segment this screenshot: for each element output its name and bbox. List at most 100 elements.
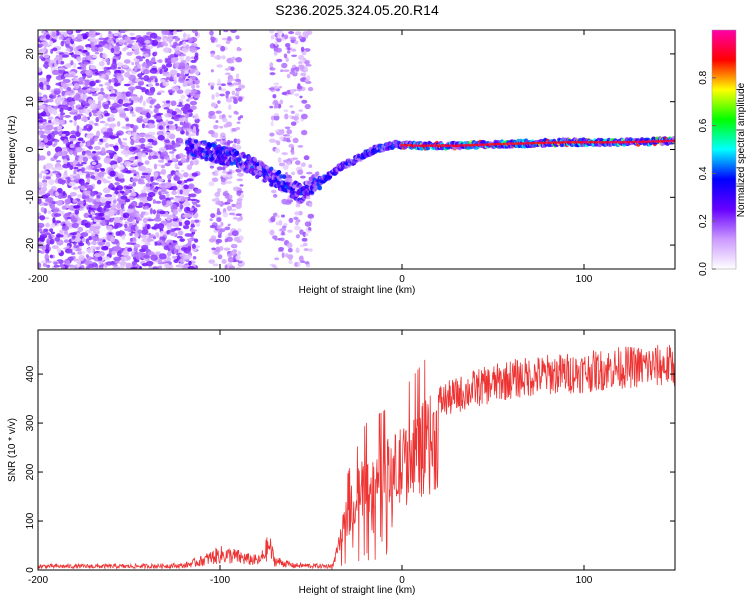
noise-speckle (90, 59, 94, 65)
noise-speckle (90, 104, 95, 110)
noise-speckle (167, 160, 173, 163)
noise-speckle (98, 114, 103, 120)
ridge-mark (307, 180, 312, 185)
noise-speckle (131, 44, 139, 50)
noise-speckle (215, 238, 223, 244)
noise-speckle (119, 264, 125, 269)
noise-speckle (104, 122, 110, 127)
noise-speckle (137, 73, 143, 78)
noise-speckle (137, 181, 146, 185)
noise-speckle (236, 190, 242, 196)
noise-speckle (130, 139, 135, 146)
noise-speckle (145, 146, 153, 149)
noise-speckle (78, 99, 85, 103)
noise-speckle (39, 87, 44, 90)
noise-speckle (287, 229, 293, 233)
noise-speckle (42, 42, 49, 46)
noise-speckle (149, 152, 155, 156)
ridge-mark (218, 150, 223, 155)
noise-speckle (131, 61, 135, 66)
noise-speckle (176, 235, 183, 239)
noise-speckle (287, 247, 293, 253)
noise-speckle (47, 210, 52, 214)
noise-speckle (229, 78, 236, 81)
noise-speckle (184, 199, 189, 202)
noise-speckle (107, 176, 112, 179)
noise-speckle (174, 35, 179, 42)
noise-speckle (38, 67, 43, 73)
noise-speckle (191, 30, 198, 34)
noise-speckle (215, 44, 222, 48)
noise-speckle (132, 237, 137, 244)
ridge-mark (671, 139, 675, 143)
noise-speckle (184, 254, 192, 260)
noise-speckle (39, 215, 46, 221)
noise-speckle (300, 175, 306, 179)
noise-speckle (122, 212, 130, 219)
noise-speckle (288, 143, 295, 148)
y-tick-label: 300 (25, 414, 36, 431)
noise-speckle (73, 244, 80, 249)
noise-speckle (80, 232, 89, 238)
noise-speckle (288, 31, 295, 35)
noise-speckle (142, 217, 148, 224)
noise-speckle (189, 160, 194, 166)
noise-speckle (70, 217, 78, 224)
noise-speckle (90, 241, 97, 245)
noise-speckle (154, 77, 158, 83)
noise-speckle (94, 51, 99, 55)
noise-speckle (147, 251, 155, 256)
noise-speckle (192, 201, 198, 206)
ridge-mark (253, 170, 259, 175)
noise-speckle (186, 128, 192, 133)
noise-speckle (98, 241, 106, 246)
noise-speckle (68, 52, 74, 56)
noise-speckle (272, 94, 277, 99)
noise-speckle (52, 143, 56, 147)
noise-speckle (105, 58, 110, 63)
noise-speckle (85, 254, 89, 258)
noise-speckle (227, 82, 233, 85)
noise-speckle (106, 180, 111, 184)
noise-speckle (109, 113, 115, 118)
noise-speckle (70, 252, 76, 255)
noise-speckle (154, 51, 158, 56)
noise-speckle (112, 102, 119, 109)
noise-speckle (149, 75, 158, 80)
noise-speckle (167, 145, 176, 150)
noise-speckle (110, 236, 116, 243)
noise-speckle (286, 73, 291, 79)
noise-speckle (110, 48, 115, 53)
noise-speckle (166, 251, 172, 257)
noise-speckle (65, 48, 71, 52)
noise-speckle (157, 135, 165, 141)
noise-speckle (214, 170, 220, 173)
noise-speckle (157, 164, 162, 167)
noise-speckle (72, 62, 77, 69)
colorbar-tick-label: 0.0 (698, 262, 709, 276)
noise-speckle (85, 47, 91, 50)
noise-speckle (229, 60, 235, 64)
noise-speckle (114, 45, 120, 52)
noise-speckle (153, 217, 162, 222)
noise-speckle (41, 97, 47, 102)
noise-speckle (172, 148, 177, 152)
noise-speckle (106, 85, 114, 91)
noise-speckle (65, 91, 73, 96)
noise-speckle (158, 183, 166, 189)
noise-speckle (236, 228, 242, 233)
noise-speckle (89, 225, 96, 232)
noise-speckle (299, 229, 304, 235)
noise-speckle (300, 163, 306, 167)
noise-speckle (300, 64, 305, 70)
noise-speckle (186, 89, 190, 96)
noise-speckle (84, 190, 92, 196)
noise-speckle (139, 95, 143, 101)
noise-speckle (73, 115, 78, 121)
noise-speckle (135, 85, 142, 90)
noise-speckle (43, 202, 49, 207)
noise-speckle (38, 105, 42, 109)
noise-speckle (45, 34, 50, 40)
noise-speckle (283, 53, 288, 59)
noise-speckle (86, 195, 90, 200)
